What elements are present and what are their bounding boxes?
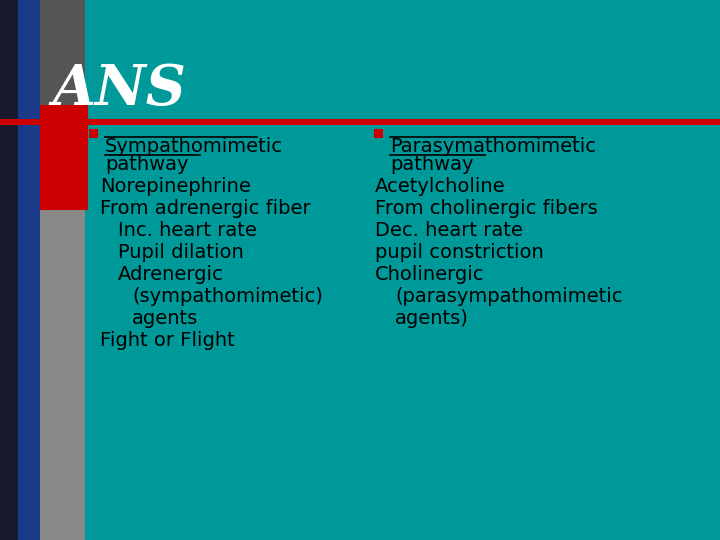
Text: Pupil dilation: Pupil dilation	[118, 243, 244, 262]
Text: (parasympathomimetic: (parasympathomimetic	[395, 287, 623, 306]
Text: agents): agents)	[395, 309, 469, 328]
Bar	[18, 0, 40, 540]
Text: Norepinephrine: Norepinephrine	[100, 177, 251, 196]
Bar	[89, 129, 98, 138]
Bar	[0, 0, 18, 540]
Text: pathway: pathway	[105, 155, 189, 174]
Text: Adrenergic: Adrenergic	[118, 265, 224, 284]
Text: Dec. heart rate: Dec. heart rate	[375, 221, 523, 240]
Text: Sympathomimetic: Sympathomimetic	[105, 137, 283, 156]
Text: (sympathomimetic): (sympathomimetic)	[132, 287, 323, 306]
Text: Cholinergic: Cholinergic	[375, 265, 485, 284]
Bar	[40, 0, 85, 125]
Text: From cholinergic fibers: From cholinergic fibers	[375, 199, 598, 218]
Text: ANS: ANS	[52, 63, 186, 118]
Text: Acetylcholine: Acetylcholine	[375, 177, 505, 196]
Text: Inc. heart rate: Inc. heart rate	[118, 221, 257, 240]
Text: Parasymathomimetic: Parasymathomimetic	[390, 137, 596, 156]
Bar	[0, 119, 720, 125]
Text: From adrenergic fiber: From adrenergic fiber	[100, 199, 310, 218]
Text: pupil constriction: pupil constriction	[375, 243, 544, 262]
Text: agents: agents	[132, 309, 198, 328]
Bar	[374, 129, 383, 138]
Text: pathway: pathway	[390, 155, 474, 174]
Bar	[40, 125, 85, 540]
Text: Fight or Flight: Fight or Flight	[100, 331, 235, 350]
Bar	[40, 105, 88, 210]
